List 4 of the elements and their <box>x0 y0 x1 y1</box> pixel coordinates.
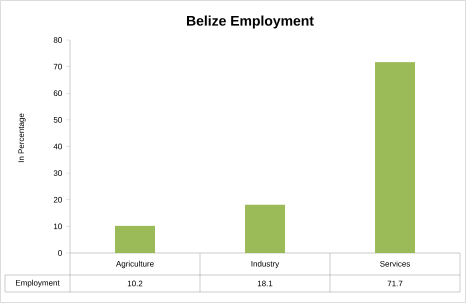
chart-title: Belize Employment <box>187 15 314 28</box>
bar <box>375 62 416 253</box>
bar <box>115 226 156 253</box>
bar <box>245 204 286 253</box>
